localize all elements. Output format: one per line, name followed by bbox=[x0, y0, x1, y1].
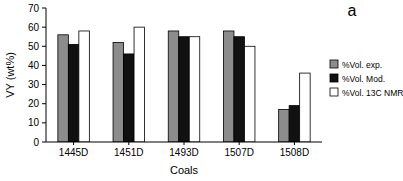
bar bbox=[189, 37, 200, 142]
bar bbox=[58, 35, 69, 142]
bar bbox=[124, 54, 135, 142]
x-tick-label: 1508D bbox=[280, 147, 309, 158]
legend-label: %Vol. 13C NMR bbox=[342, 88, 403, 98]
y-tick-label: 40 bbox=[28, 60, 40, 71]
y-tick bbox=[42, 46, 46, 47]
bar bbox=[244, 46, 255, 142]
bar bbox=[113, 42, 124, 142]
legend-swatch bbox=[330, 60, 338, 68]
bar bbox=[79, 31, 90, 142]
x-axis-label: Coals bbox=[170, 164, 199, 176]
bar bbox=[168, 31, 179, 142]
bar bbox=[279, 109, 290, 142]
x-tick-label: 1451D bbox=[114, 147, 143, 158]
page: {"chart_data": {"type": "bar", "title": … bbox=[0, 0, 403, 181]
legend-swatch bbox=[330, 88, 338, 96]
x-axis bbox=[46, 142, 322, 143]
legend-swatch bbox=[330, 74, 338, 82]
y-tick-label: 50 bbox=[28, 41, 40, 52]
bar bbox=[234, 37, 245, 142]
bar bbox=[134, 27, 145, 142]
y-tick bbox=[42, 8, 46, 9]
x-tick-label: 1445D bbox=[59, 147, 88, 158]
y-tick bbox=[42, 84, 46, 85]
y-tick-label: 20 bbox=[28, 98, 40, 109]
y-tick bbox=[42, 65, 46, 66]
bar bbox=[223, 31, 234, 142]
title: a bbox=[348, 2, 357, 19]
y-tick bbox=[42, 27, 46, 28]
bar bbox=[68, 44, 79, 142]
y-tick-label: 30 bbox=[28, 79, 40, 90]
chart: 0 10 20 30 40 50 60 70 1445D 1451D 1493D 1507D 1508D… bbox=[0, 0, 403, 181]
y-axis-label: VY (wt%) bbox=[4, 52, 16, 98]
y-tick bbox=[42, 142, 46, 143]
bar bbox=[289, 106, 300, 142]
bars bbox=[58, 27, 310, 142]
y-tick-label: 60 bbox=[28, 22, 40, 33]
y-tick bbox=[42, 103, 46, 104]
x-tick-label: 1507D bbox=[224, 147, 253, 158]
y-tick-label: 10 bbox=[28, 117, 40, 128]
bar bbox=[179, 37, 190, 142]
y-tick-label: 0 bbox=[33, 137, 39, 148]
legend-label: %Vol. exp. bbox=[342, 60, 382, 70]
y-axis bbox=[46, 8, 47, 142]
bar bbox=[300, 73, 311, 142]
y-tick-label: 70 bbox=[28, 3, 40, 14]
legend-label: %Vol. Mod. bbox=[342, 74, 385, 84]
y-tick bbox=[42, 122, 46, 123]
x-tick-label: 1493D bbox=[169, 147, 198, 158]
